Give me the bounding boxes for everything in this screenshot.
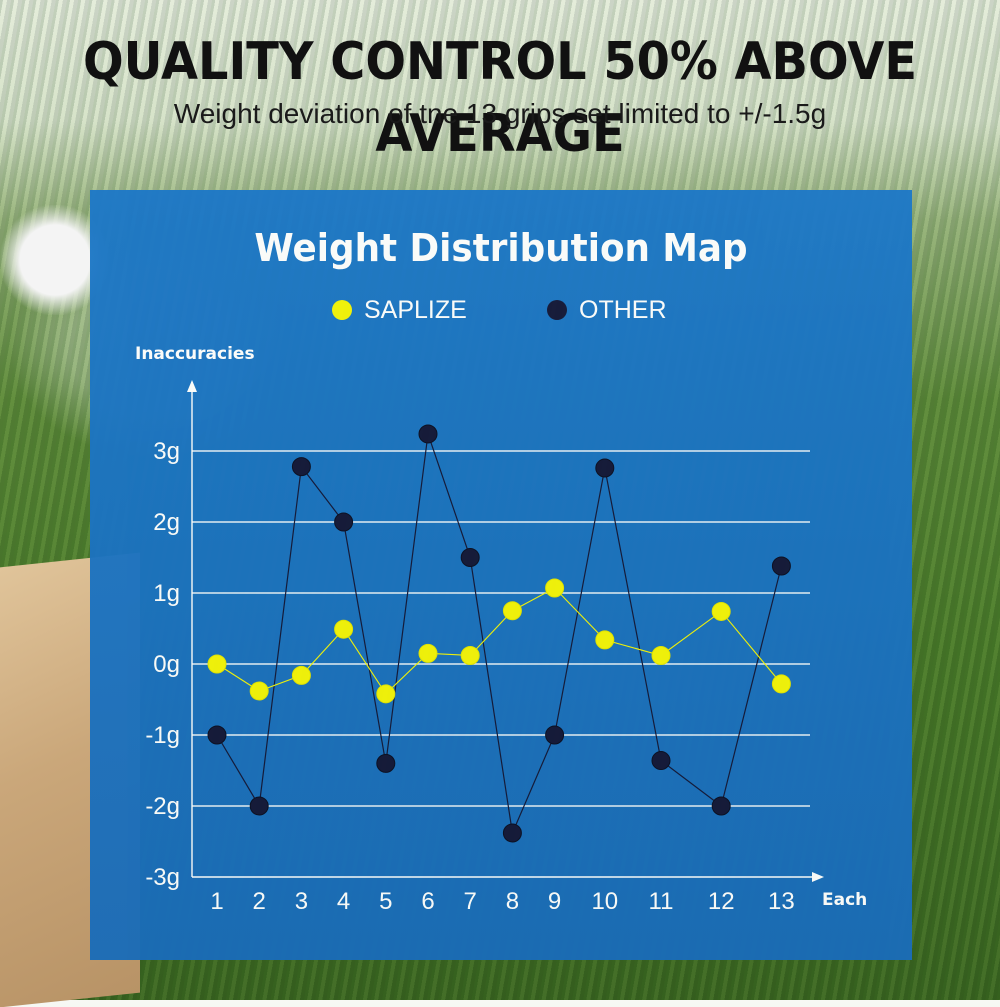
data-point-saplize (502, 601, 522, 621)
y-axis-arrow (187, 380, 197, 392)
data-point-other (249, 796, 269, 816)
data-point-saplize (207, 654, 227, 674)
data-point-saplize (711, 601, 731, 621)
legend-other-label: OTHER (579, 295, 667, 324)
series-other-line (216, 433, 782, 836)
legend-item-other: OTHER (547, 294, 667, 326)
x-tick-label: 4 (337, 888, 350, 915)
y-tick-label: 0g (153, 651, 180, 678)
data-point-other (545, 725, 565, 745)
x-tick-label: 2 (253, 888, 266, 915)
headline: QUALITY CONTROL 50% ABOVE AVERAGE (82, 32, 918, 164)
data-point-other (502, 823, 522, 843)
data-point-other (711, 796, 731, 816)
data-point-other (334, 512, 354, 532)
data-point-saplize (651, 645, 671, 665)
x-tick-label: 6 (421, 888, 434, 915)
x-tick-label: 10 (591, 888, 618, 915)
y-tick-label: 1g (153, 580, 180, 607)
y-tick-label: -1g (145, 722, 180, 749)
data-point-saplize (460, 645, 480, 665)
data-point-other (376, 753, 396, 773)
data-point-saplize (376, 684, 396, 704)
data-point-saplize (334, 619, 354, 639)
x-tick-label: 11 (649, 888, 674, 915)
x-tick-label: 5 (379, 888, 392, 915)
data-point-other (460, 548, 480, 567)
data-point-saplize (595, 630, 615, 650)
x-tick-label: 8 (506, 888, 519, 915)
legend-saplize-label: SAPLIZE (364, 295, 467, 324)
x-tick-label: 3 (295, 888, 308, 915)
data-point-other (651, 751, 671, 771)
legend-saplize-marker (332, 300, 352, 320)
y-axis-title: Inaccuracies (135, 344, 255, 364)
x-axis-title: Each (822, 890, 868, 910)
x-tick-label: 7 (464, 888, 477, 915)
x-tick-label: 13 (768, 888, 795, 915)
data-point-other (771, 556, 791, 576)
data-point-saplize (249, 681, 269, 701)
data-point-other (207, 725, 227, 745)
data-point-saplize (545, 578, 565, 598)
data-point-other (595, 458, 615, 478)
y-tick-label: -2g (145, 793, 180, 820)
legend-item-saplize: SAPLIZE (332, 294, 467, 326)
data-point-saplize (291, 665, 311, 685)
data-point-other (418, 424, 438, 444)
legend-other-marker (547, 300, 567, 320)
x-tick-label: 1 (210, 888, 223, 915)
x-axis-arrow (812, 872, 824, 882)
chart-title: Weight Distribution Map (254, 226, 748, 270)
data-point-other (291, 457, 311, 477)
x-tick-label: 9 (548, 888, 561, 915)
data-point-saplize (771, 674, 791, 694)
y-tick-label: 3g (153, 438, 180, 465)
y-tick-label: 2g (153, 509, 180, 536)
y-tick-label: -3g (145, 864, 180, 891)
x-tick-label: 12 (708, 888, 735, 915)
chart-panel: Weight Distribution Map SAPLIZE OTHER In… (90, 190, 912, 960)
subheadline: Weight deviation of tne 13 grips set lim… (173, 98, 827, 129)
data-point-saplize (418, 643, 438, 663)
